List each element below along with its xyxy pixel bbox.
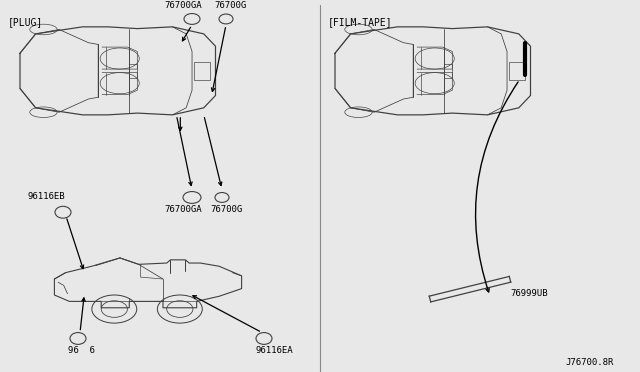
Bar (509, 62, 525, 80)
Text: 76700G: 76700G (210, 205, 243, 214)
Bar (129, 64, 138, 78)
Text: 96116EA: 96116EA (256, 346, 294, 355)
Bar (445, 64, 452, 78)
Text: 76700GA: 76700GA (164, 205, 202, 214)
Text: 96116EB: 96116EB (28, 192, 66, 201)
Text: 76700GA: 76700GA (164, 1, 202, 10)
Text: J76700.8R: J76700.8R (565, 358, 613, 367)
Text: 76999UB: 76999UB (510, 289, 548, 298)
Text: [FILM-TAPE]: [FILM-TAPE] (328, 17, 392, 27)
Text: [PLUG]: [PLUG] (8, 17, 44, 27)
Text: 96  6: 96 6 (68, 346, 95, 355)
Text: 76700G: 76700G (214, 1, 246, 10)
Bar (194, 62, 210, 80)
